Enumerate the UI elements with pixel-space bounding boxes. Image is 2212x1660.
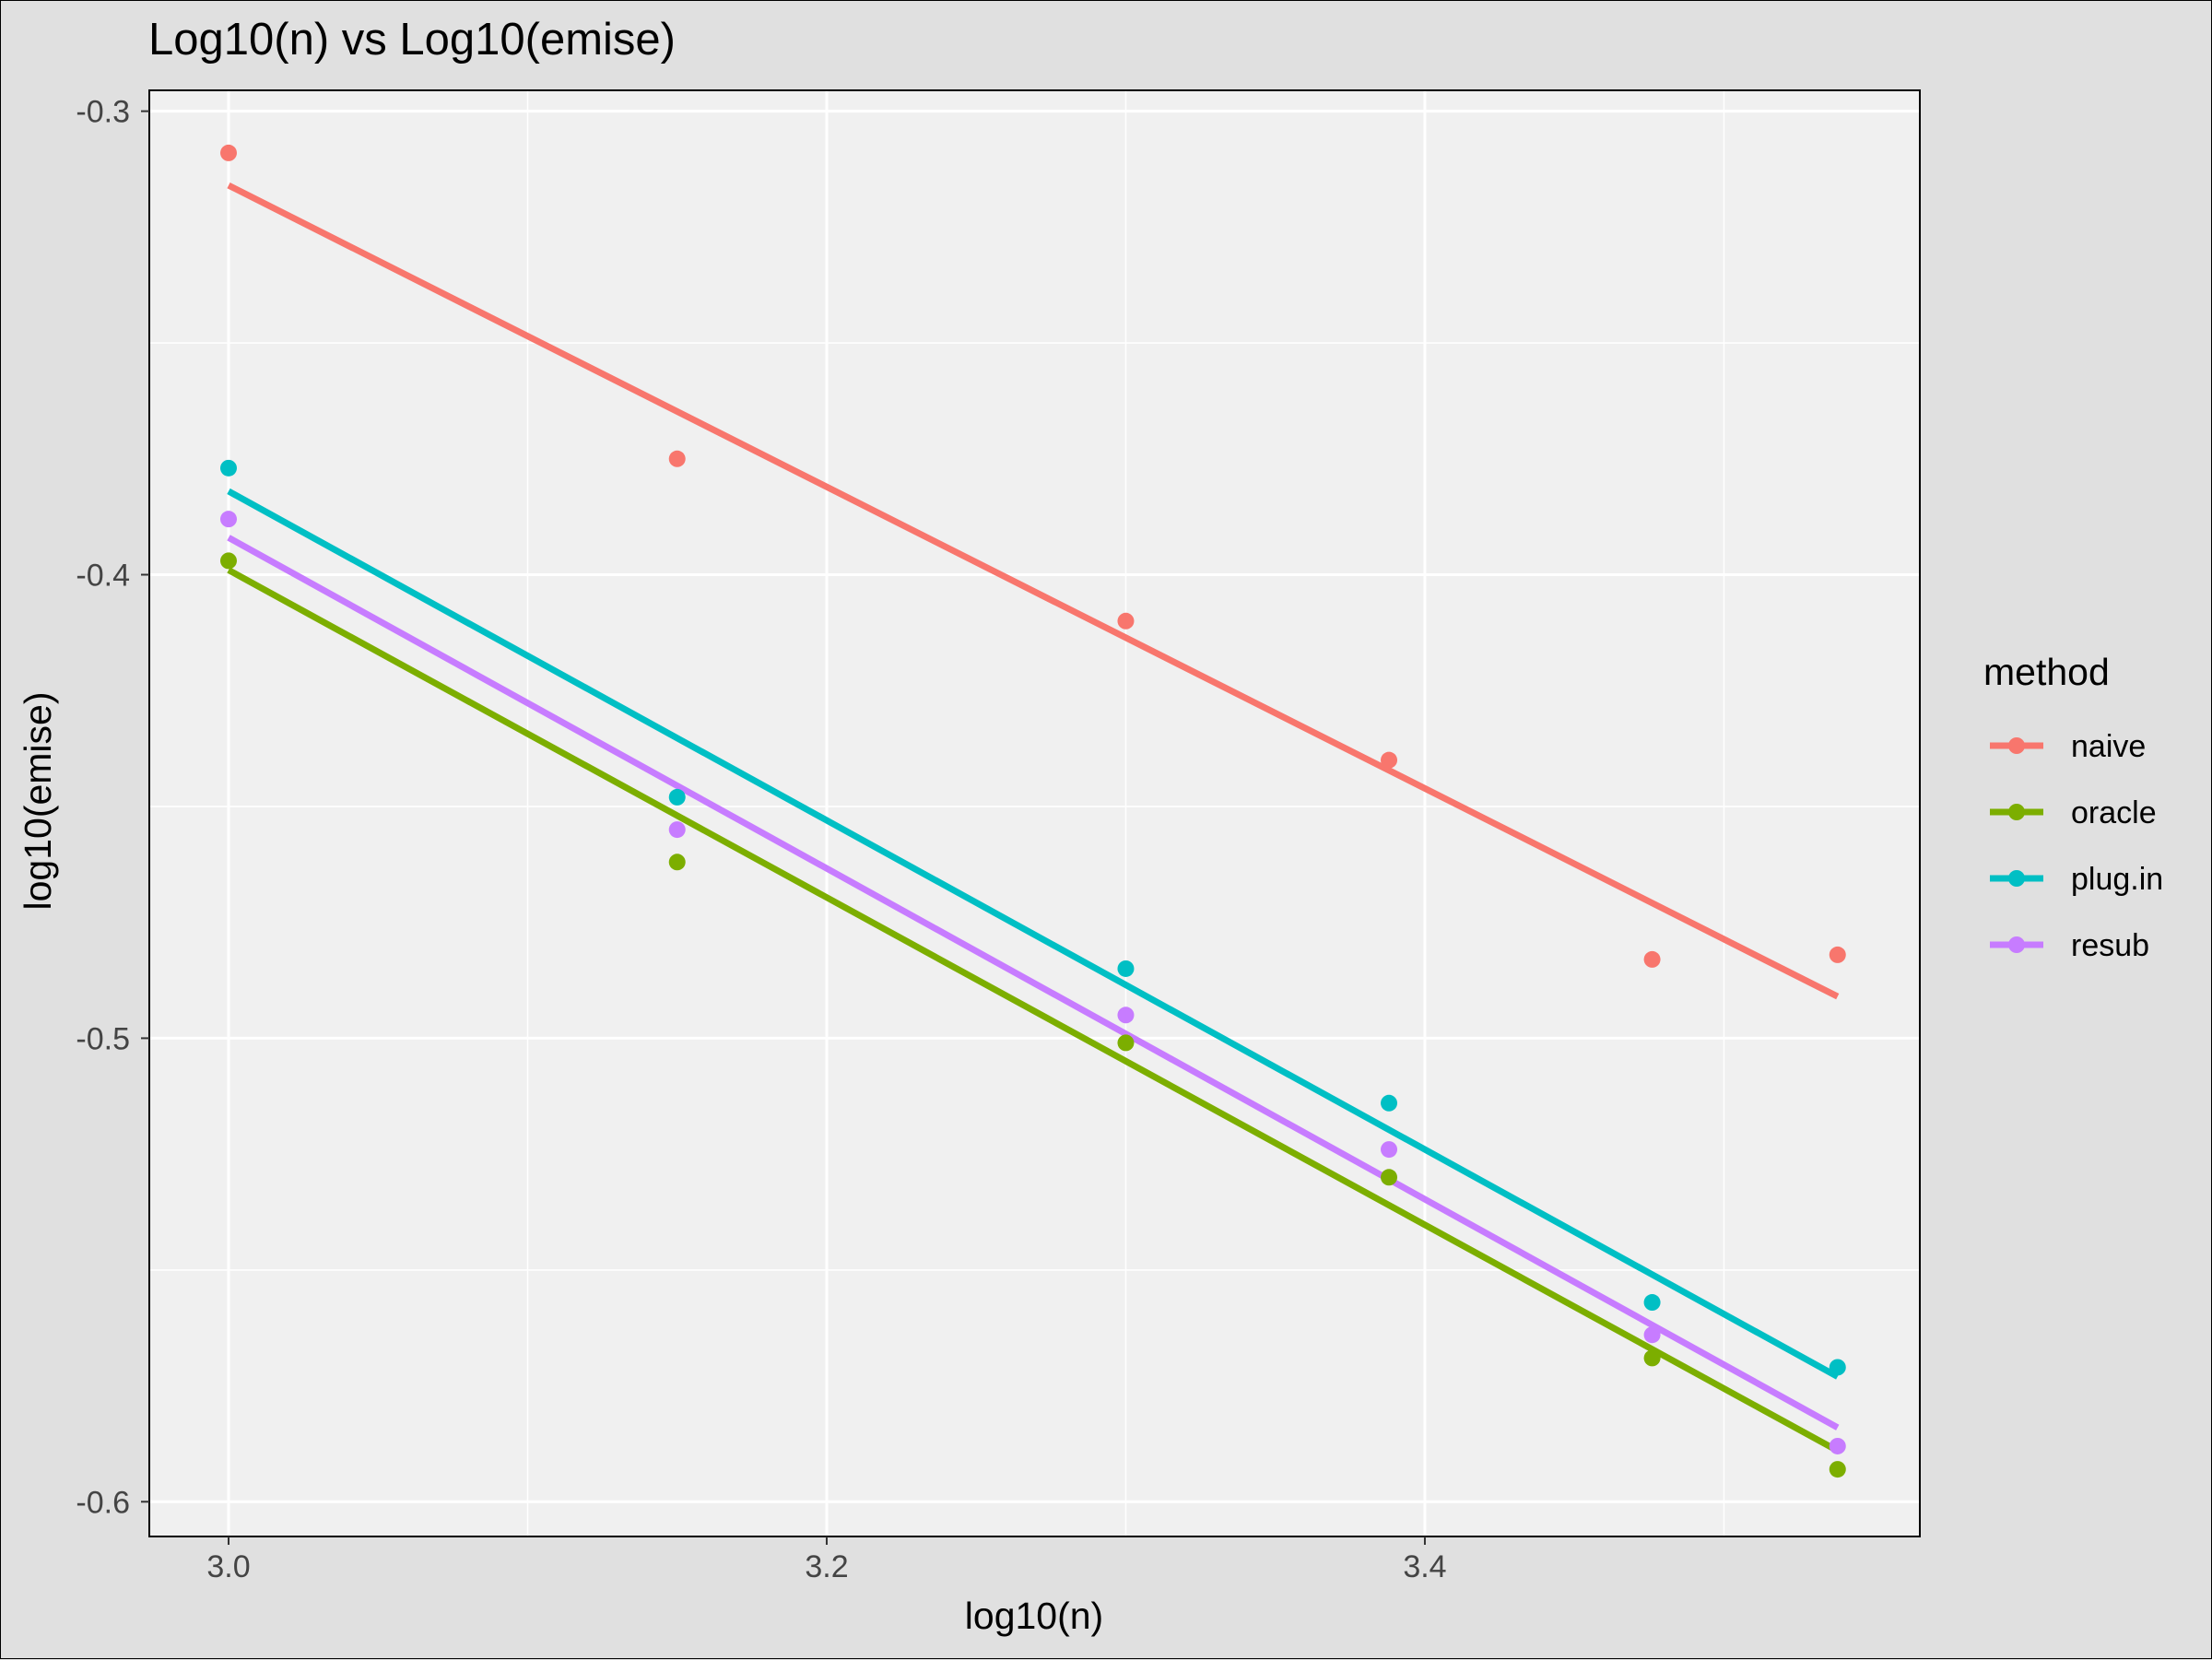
point-naive — [1829, 946, 1846, 963]
chart-title: Log10(n) vs Log10(emise) — [148, 15, 676, 65]
legend-title: method — [1983, 651, 2110, 693]
point-oracle — [1117, 1034, 1135, 1052]
y-axis-title: log10(emise) — [17, 692, 59, 911]
y-tick-label: -0.3 — [76, 95, 130, 130]
point-oracle — [1643, 1349, 1661, 1367]
point-naive — [1117, 612, 1135, 630]
plot-border — [148, 89, 1921, 1537]
x-tick-label: 3.2 — [805, 1549, 848, 1584]
legend: method naive oracle plug.in resub — [1983, 651, 2163, 963]
y-tick-label: -0.4 — [76, 559, 130, 594]
fit-line-resub — [227, 535, 1840, 1430]
legend-key-point — [2008, 936, 2025, 953]
point-resub — [668, 821, 686, 839]
fit-lines — [227, 182, 1840, 1454]
major-grid — [149, 90, 1920, 1536]
point-naive — [1643, 950, 1661, 968]
legend-label-plug.in: plug.in — [2071, 862, 2163, 897]
point-plug.in — [668, 788, 686, 806]
point-oracle — [219, 552, 237, 570]
fit-line-plug.in — [227, 488, 1840, 1380]
point-plug.in — [219, 459, 237, 477]
point-oracle — [1381, 1169, 1398, 1186]
point-plug.in — [1381, 1094, 1398, 1112]
point-plug.in — [1829, 1359, 1846, 1376]
fit-line-naive — [227, 182, 1840, 1000]
legend-key-point — [2008, 870, 2025, 887]
x-tick-label: 3.0 — [206, 1549, 250, 1584]
point-plug.in — [1117, 960, 1135, 977]
minor-grid — [149, 90, 1920, 1536]
x-axis-title: log10(n) — [965, 1595, 1103, 1637]
x-axis-ticks: 3.0 3.2 3.4 — [206, 1536, 1447, 1584]
point-naive — [1381, 751, 1398, 769]
y-tick-label: -0.5 — [76, 1021, 130, 1056]
y-tick-label: -0.6 — [76, 1485, 130, 1520]
plot-panel — [149, 90, 1920, 1536]
point-plug.in — [1643, 1294, 1661, 1312]
x-tick-label: 3.4 — [1403, 1549, 1446, 1584]
point-oracle — [1829, 1461, 1846, 1478]
legend-label-naive: naive — [2071, 729, 2146, 764]
fit-line-oracle — [227, 567, 1840, 1454]
point-resub — [1381, 1141, 1398, 1159]
point-resub — [219, 511, 237, 528]
point-resub — [1829, 1437, 1846, 1454]
y-axis-ticks: -0.3 -0.4 -0.5 -0.6 — [76, 95, 149, 1520]
legend-label-oracle: oracle — [2071, 795, 2157, 830]
legend-key-point — [2008, 804, 2025, 820]
data-points — [219, 144, 1846, 1478]
legend-label-resub: resub — [2071, 928, 2149, 963]
legend-key-point — [2008, 737, 2025, 754]
point-oracle — [668, 854, 686, 871]
point-resub — [1117, 1007, 1135, 1024]
point-resub — [1643, 1326, 1661, 1344]
point-naive — [668, 450, 686, 467]
point-naive — [219, 144, 237, 161]
